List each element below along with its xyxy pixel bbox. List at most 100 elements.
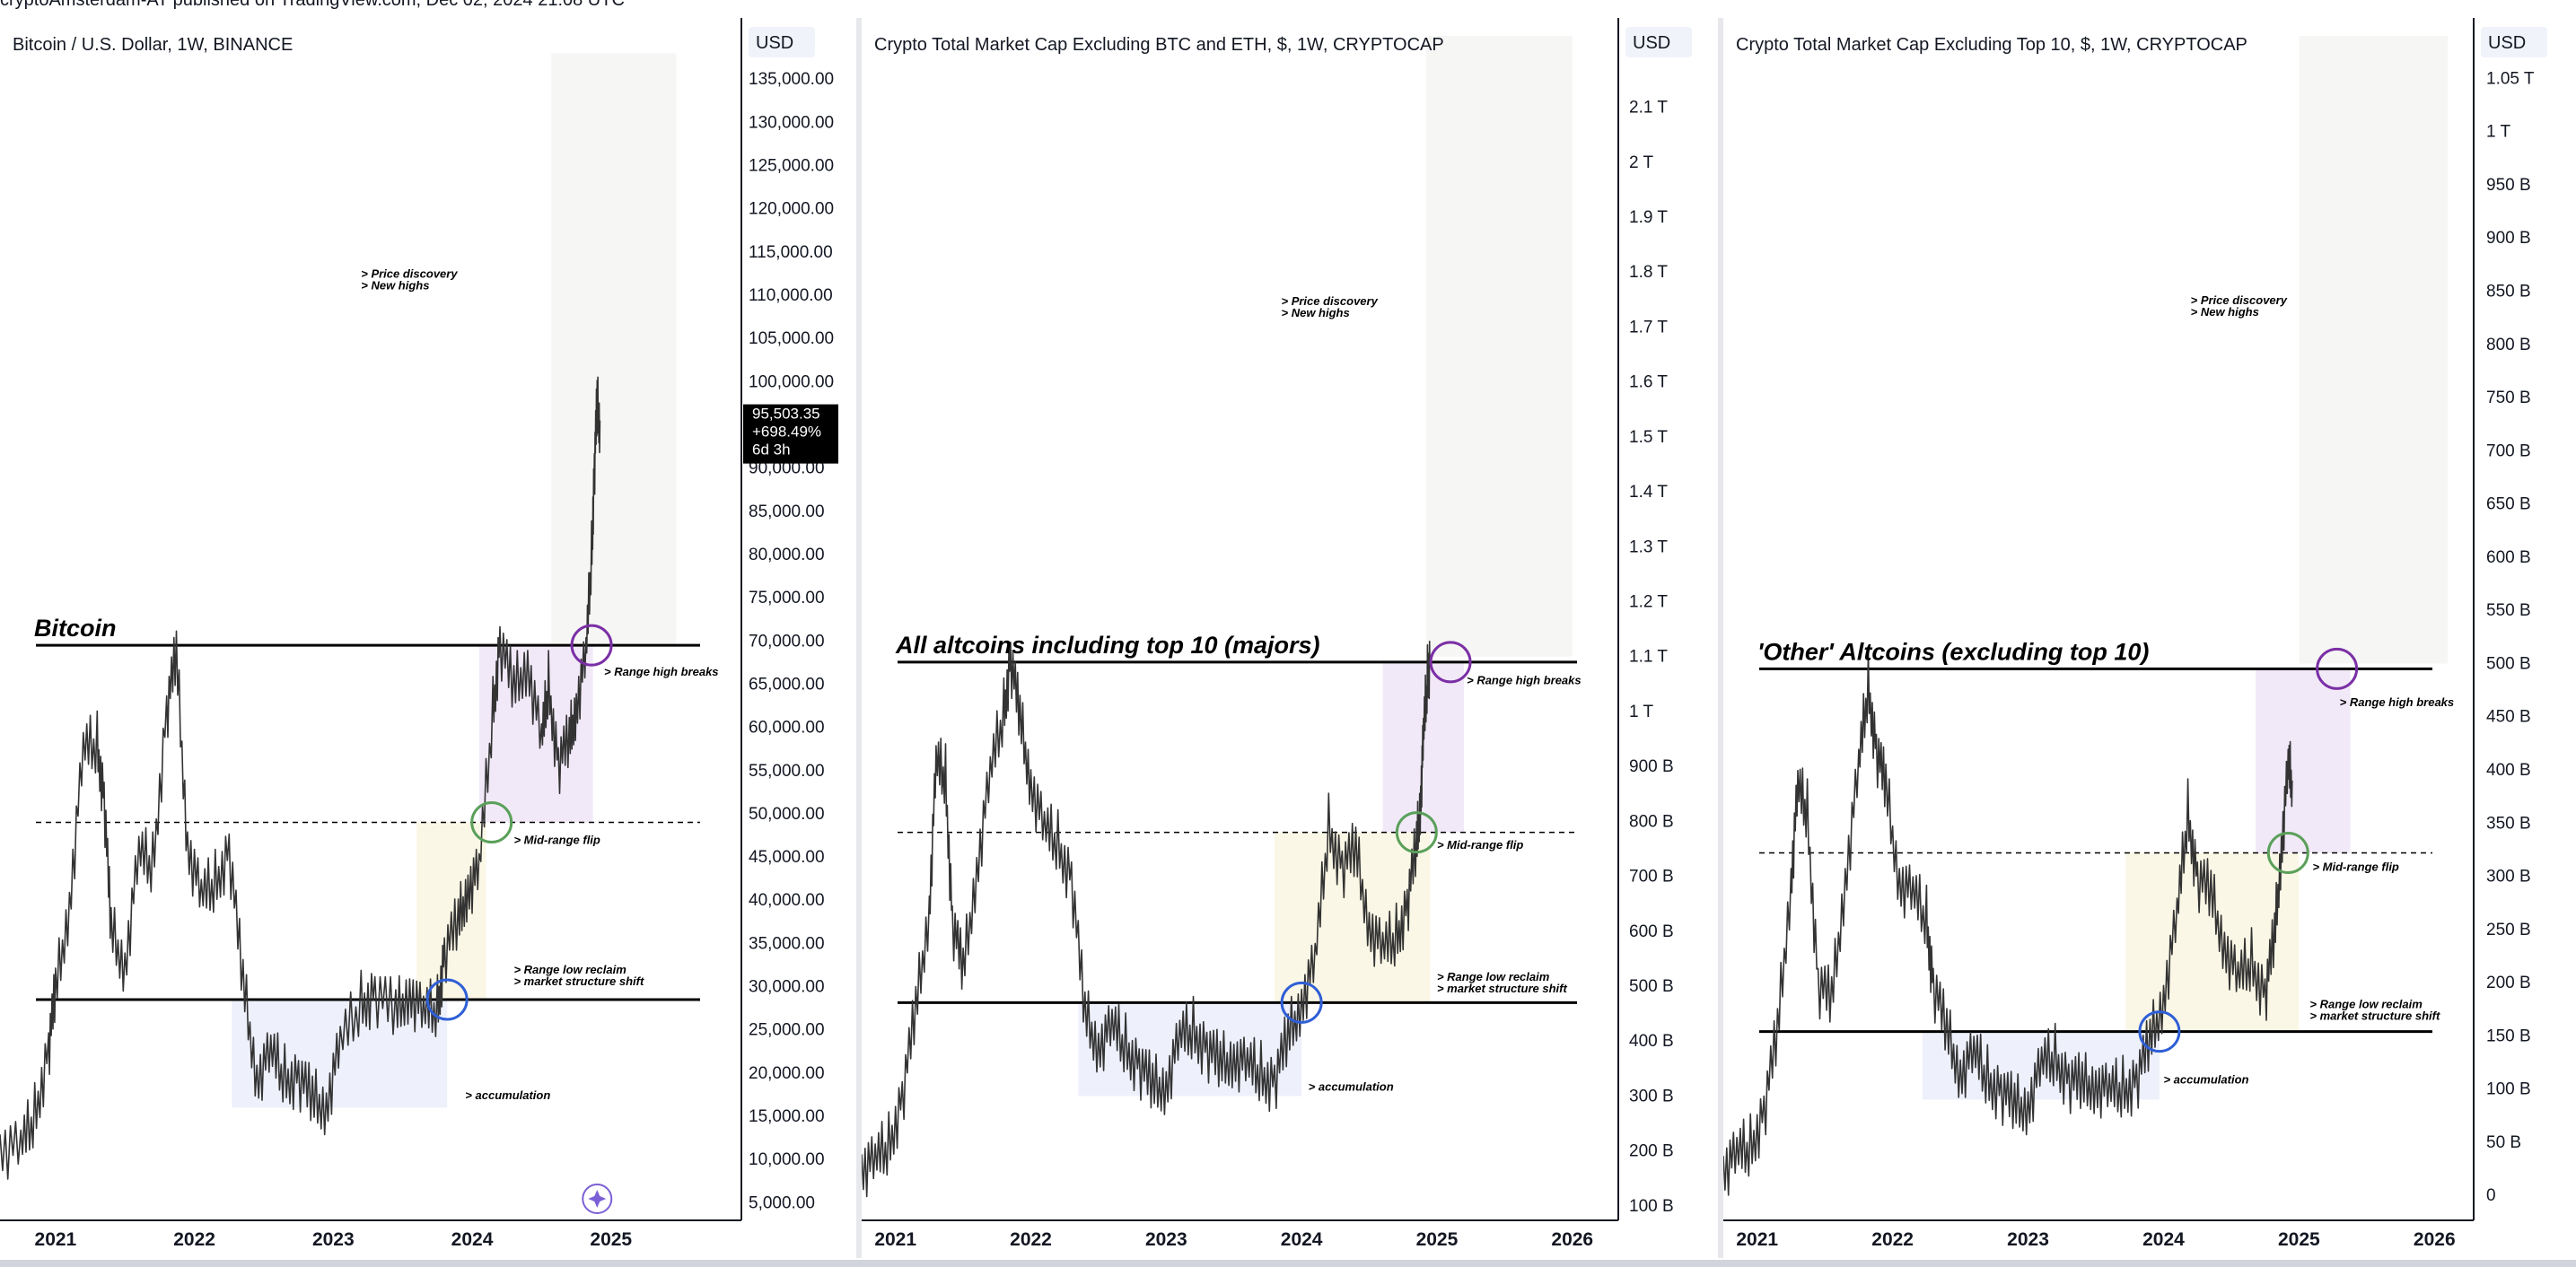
marker-circle-blue_circle[interactable] bbox=[1280, 981, 1323, 1024]
y-tick-label: 1.1 T bbox=[1629, 648, 1668, 667]
marker-circle-purple_circle[interactable] bbox=[1429, 641, 1472, 684]
y-tick-label: 1 T bbox=[2486, 123, 2511, 142]
price-series[interactable] bbox=[0, 376, 601, 1180]
x-tick-label: 2023 bbox=[2007, 1229, 2049, 1250]
y-tick-label: 1.5 T bbox=[1629, 428, 1668, 447]
x-tick-label: 2021 bbox=[35, 1229, 77, 1250]
y-tick-label: 100 B bbox=[2486, 1080, 2531, 1099]
y-tick-label: 5,000.00 bbox=[749, 1193, 815, 1212]
y-tick-label: 1.7 T bbox=[1629, 318, 1668, 336]
last-price-tag[interactable]: 95,503.35+698.49%6d 3h bbox=[743, 404, 838, 464]
chart-svg[interactable]: Crypto Total Market Cap Excluding Top 10… bbox=[1723, 18, 2576, 1258]
marker-circle-green_circle[interactable] bbox=[470, 801, 513, 844]
panel-divider bbox=[856, 18, 862, 1258]
y-tick-label: 1.9 T bbox=[1629, 208, 1668, 227]
zone-pd_zone bbox=[1425, 36, 1573, 657]
y-tick-label: 750 B bbox=[2486, 389, 2531, 407]
y-tick-label: 25,000.00 bbox=[749, 1021, 825, 1040]
last-price-tag-line: +698.49% bbox=[752, 424, 821, 441]
total2-chart-panel[interactable]: Crypto Total Market Cap Excluding BTC an… bbox=[862, 18, 1716, 1258]
y-tick-label: 700 B bbox=[1629, 868, 1674, 887]
y-tick-label: 75,000.00 bbox=[749, 589, 825, 607]
price-axis[interactable] bbox=[2474, 18, 2576, 1258]
annotation-note: > Range low reclaim bbox=[2309, 998, 2423, 1011]
y-tick-label: 110,000.00 bbox=[749, 286, 833, 305]
y-tick-label: 50 B bbox=[2486, 1133, 2521, 1152]
annotation-note: > Mid-range flip bbox=[1437, 838, 1523, 852]
y-tick-label: 55,000.00 bbox=[749, 762, 825, 781]
y-tick-label: 850 B bbox=[2486, 283, 2531, 301]
y-tick-label: 125,000.00 bbox=[749, 156, 834, 175]
currency-badge[interactable] bbox=[2481, 27, 2547, 57]
y-tick-label: 130,000.00 bbox=[749, 113, 834, 132]
last-price-tag-line: 6d 3h bbox=[752, 441, 791, 459]
y-tick-label: 200 B bbox=[1629, 1142, 1674, 1161]
y-tick-label: 105,000.00 bbox=[749, 329, 834, 348]
x-tick-label: 2026 bbox=[1551, 1229, 1593, 1250]
bitcoin-chart-panel[interactable]: Bitcoin / U.S. Dollar, 1W, BINANCE Bitcoi… bbox=[0, 18, 851, 1258]
x-tick-label: 2025 bbox=[590, 1229, 632, 1250]
y-tick-label: 80,000.00 bbox=[749, 546, 825, 564]
bottom-scrollbar[interactable] bbox=[0, 1260, 2576, 1267]
price-axis[interactable] bbox=[1618, 18, 1716, 1258]
y-tick-label: 800 B bbox=[1629, 812, 1674, 831]
x-tick-label: 2022 bbox=[173, 1229, 215, 1250]
y-tick-label: 115,000.00 bbox=[749, 243, 833, 262]
zone-yellow_zone bbox=[416, 822, 486, 1000]
y-tick-label: 900 B bbox=[1629, 757, 1674, 776]
chart-svg[interactable]: Bitcoin / U.S. Dollar, 1W, BINANCE Bitcoi… bbox=[0, 18, 851, 1258]
zone-yellow_zone bbox=[1274, 832, 1431, 1003]
y-tick-label: 150 B bbox=[2486, 1027, 2531, 1045]
x-tick-label: 2023 bbox=[1145, 1229, 1187, 1250]
y-tick-label: 300 B bbox=[1629, 1087, 1674, 1105]
y-tick-label: 1.3 T bbox=[1629, 537, 1668, 556]
annotation-note: > market structure shift bbox=[2309, 1009, 2440, 1023]
marker-circle-purple_circle[interactable] bbox=[2316, 647, 2359, 690]
y-tick-label: 650 B bbox=[2486, 495, 2531, 514]
y-tick-label: 350 B bbox=[2486, 814, 2531, 833]
y-tick-label: 950 B bbox=[2486, 176, 2531, 195]
x-tick-label: 2026 bbox=[2414, 1229, 2456, 1250]
y-tick-label: 40,000.00 bbox=[749, 891, 825, 910]
currency-label: USD bbox=[2488, 33, 2526, 53]
y-tick-label: 400 B bbox=[1629, 1032, 1674, 1051]
x-tick-label: 2022 bbox=[1871, 1229, 1914, 1250]
y-tick-label: 135,000.00 bbox=[749, 70, 834, 89]
annotation-note: > New highs bbox=[2191, 305, 2259, 319]
currency-badge[interactable] bbox=[1625, 27, 1692, 57]
annotation-note: > Mid-range flip bbox=[2312, 861, 2398, 874]
annotation-note: > accumulation bbox=[1309, 1079, 1394, 1093]
marker-circle-purple_circle[interactable] bbox=[570, 624, 613, 667]
y-tick-label: 450 B bbox=[2486, 708, 2531, 727]
annotation-note: > market structure shift bbox=[513, 974, 644, 988]
others-chart-panel[interactable]: Crypto Total Market Cap Excluding Top 10… bbox=[1723, 18, 2576, 1258]
price-axis[interactable] bbox=[741, 18, 851, 1258]
marker-circle-blue_circle[interactable] bbox=[425, 978, 469, 1021]
sparkle-icon[interactable] bbox=[582, 1184, 613, 1214]
marker-circle-blue_circle[interactable] bbox=[2138, 1010, 2181, 1053]
zone-pd_zone bbox=[551, 53, 677, 646]
y-tick-label: 900 B bbox=[2486, 229, 2531, 248]
x-tick-label: 2024 bbox=[1281, 1229, 1323, 1250]
chart-title: Crypto Total Market Cap Excluding Top 10… bbox=[1736, 35, 2247, 55]
y-tick-label: 550 B bbox=[2486, 601, 2531, 620]
y-tick-label: 1.05 T bbox=[2486, 69, 2535, 88]
y-tick-label: 15,000.00 bbox=[749, 1107, 825, 1126]
y-tick-label: 200 B bbox=[2486, 974, 2531, 992]
sparkle-icon-glyph bbox=[588, 1190, 607, 1208]
publish-header-text: cryptoAmsterdam-AT published on TradingV… bbox=[0, 0, 625, 10]
panel-divider bbox=[1718, 18, 1723, 1258]
currency-badge[interactable] bbox=[749, 27, 815, 57]
y-tick-label: 1.8 T bbox=[1629, 263, 1668, 282]
marker-circle-green_circle[interactable] bbox=[2266, 831, 2309, 874]
x-tick-label: 2021 bbox=[874, 1229, 916, 1250]
annotation-note: > Range low reclaim bbox=[513, 963, 626, 976]
marker-circle-green_circle[interactable] bbox=[1395, 811, 1438, 854]
annotation-note: > market structure shift bbox=[1437, 982, 1568, 995]
price-series[interactable] bbox=[1723, 650, 2293, 1196]
annotation-note: > accumulation bbox=[2163, 1073, 2248, 1087]
chart-svg[interactable]: Crypto Total Market Cap Excluding BTC an… bbox=[862, 18, 1716, 1258]
price-series[interactable] bbox=[862, 641, 1432, 1198]
chart-title: Crypto Total Market Cap Excluding BTC an… bbox=[874, 35, 1444, 55]
y-tick-label: 65,000.00 bbox=[749, 675, 825, 694]
